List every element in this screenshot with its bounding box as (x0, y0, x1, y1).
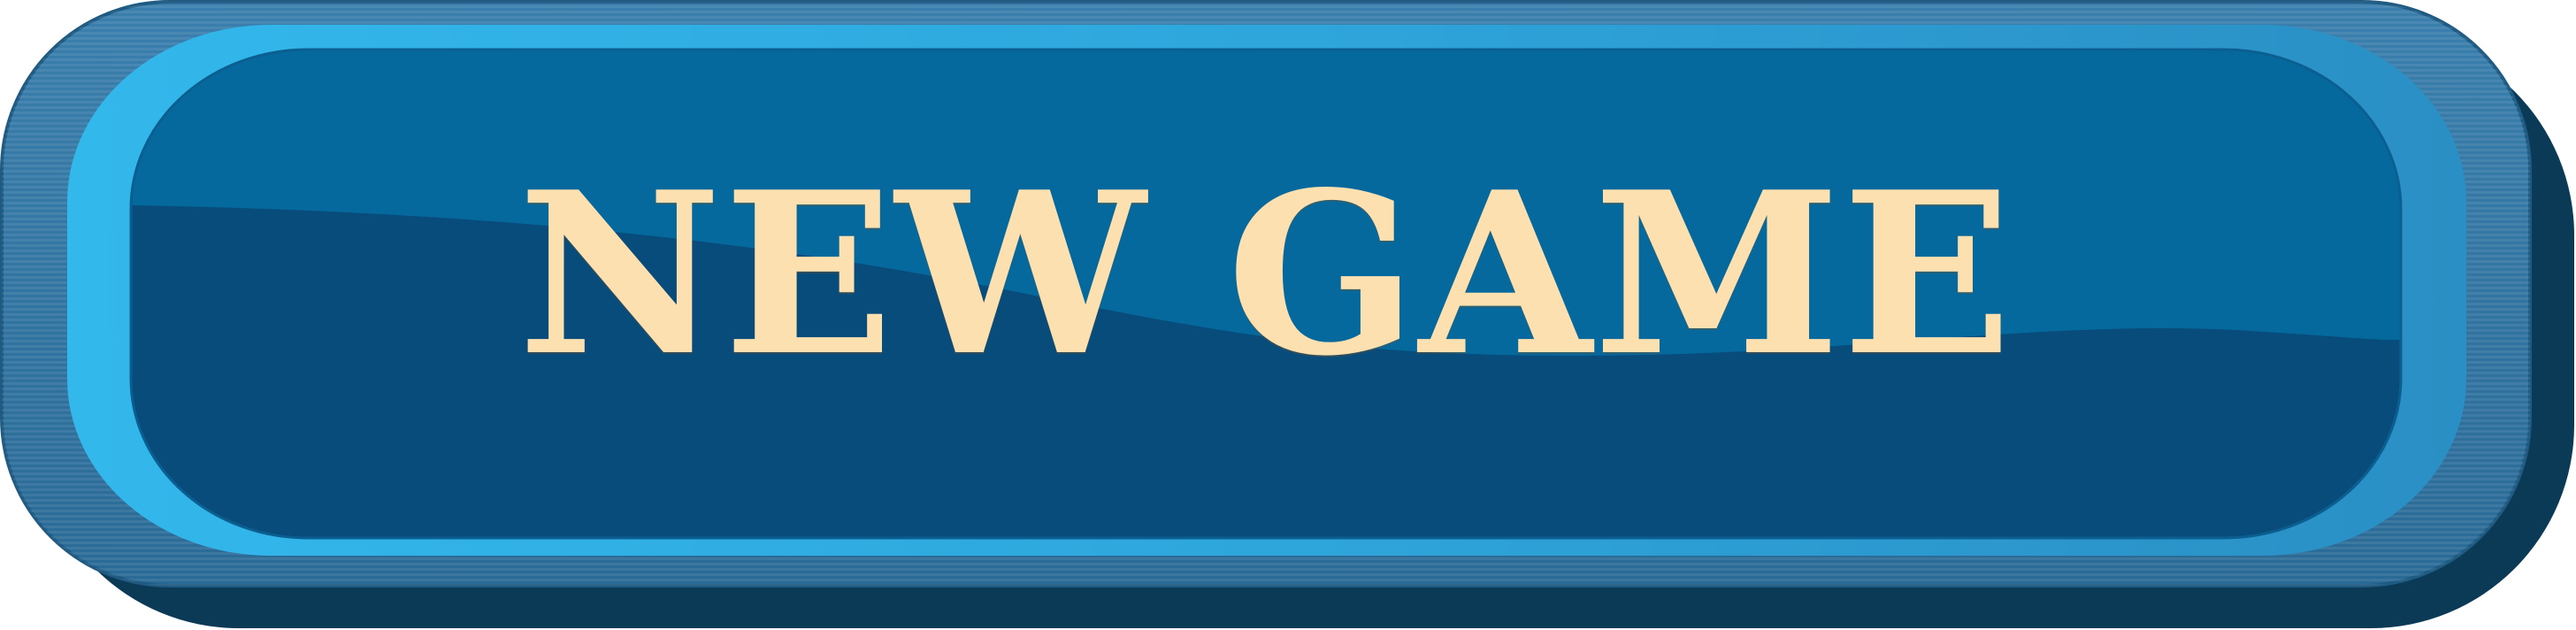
button-face (131, 50, 2401, 538)
new-game-label: NEW GAME (518, 143, 2014, 405)
